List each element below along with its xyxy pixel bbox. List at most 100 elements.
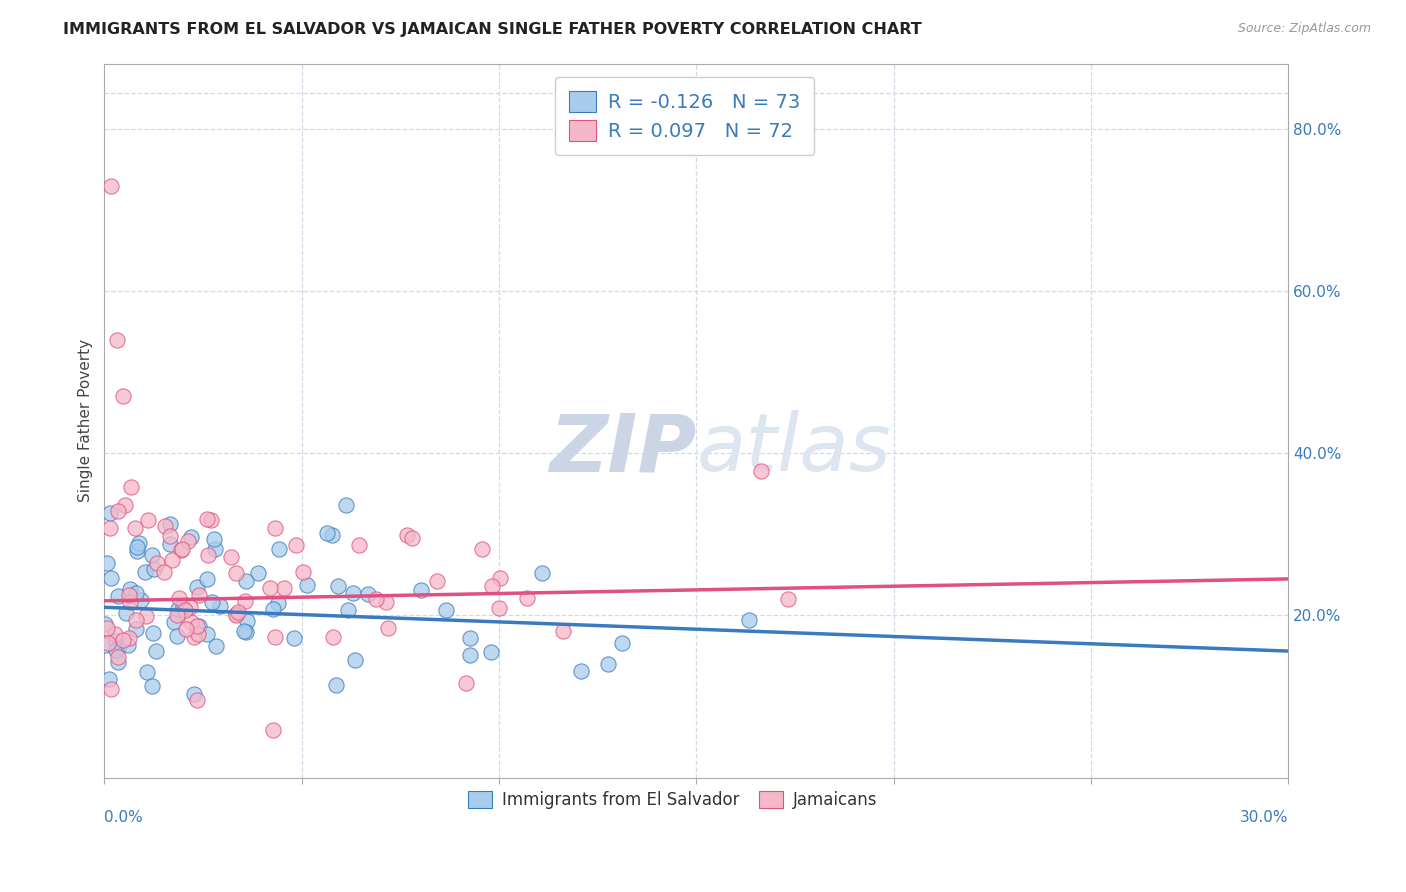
Point (364, 592, 387, 607)
Point (598, 657, 620, 671)
Point (111, 389, 134, 403)
Point (159, 537, 181, 551)
Point (285, 538, 308, 552)
Point (401, 532, 423, 546)
Point (135, 665, 157, 679)
Point (328, 579, 350, 593)
Point (488, 600, 510, 615)
Point (136, 513, 159, 527)
Point (128, 536, 150, 550)
Point (322, 630, 344, 644)
Point (114, 498, 136, 512)
Point (107, 641, 129, 656)
Point (127, 544, 149, 558)
Point (489, 571, 512, 585)
Point (159, 517, 181, 532)
Point (267, 596, 290, 610)
Point (98, 520, 121, 534)
Point (201, 595, 224, 609)
Point (180, 530, 202, 544)
Point (195, 626, 218, 640)
Point (141, 679, 163, 693)
Point (107, 590, 129, 604)
Point (738, 613, 761, 627)
Point (225, 566, 247, 581)
Point (134, 565, 156, 579)
Point (160, 553, 183, 567)
Point (458, 648, 481, 663)
Point (225, 607, 247, 622)
Point (471, 542, 494, 557)
Point (153, 519, 176, 533)
Point (96, 556, 118, 570)
Point (127, 540, 149, 554)
Point (142, 626, 165, 640)
Point (104, 643, 127, 657)
Point (225, 607, 247, 622)
Point (228, 605, 250, 619)
Point (107, 655, 129, 669)
Point (377, 621, 399, 635)
Point (233, 624, 256, 639)
Point (118, 582, 141, 596)
Point (115, 606, 138, 620)
Point (316, 525, 339, 540)
Point (112, 632, 135, 647)
Point (125, 586, 148, 600)
Point (426, 574, 449, 589)
Point (219, 550, 242, 565)
Point (200, 512, 222, 526)
Point (273, 581, 295, 595)
Point (163, 615, 186, 630)
Point (235, 574, 257, 588)
Point (612, 636, 634, 650)
Point (186, 693, 208, 707)
Point (183, 630, 205, 644)
Point (174, 622, 197, 636)
Point (349, 538, 371, 552)
Point (325, 678, 347, 692)
Y-axis label: Single Father Poverty: Single Father Poverty (79, 339, 93, 502)
Point (107, 504, 129, 518)
Point (100, 681, 122, 696)
Point (100, 571, 122, 585)
Point (208, 599, 231, 613)
Point (292, 565, 315, 579)
Point (170, 542, 193, 557)
Point (94, 616, 117, 631)
Point (153, 565, 176, 579)
Point (233, 593, 256, 607)
Point (342, 585, 364, 599)
Point (186, 580, 208, 594)
Text: ZIP: ZIP (548, 410, 696, 488)
Point (124, 521, 146, 535)
Point (179, 599, 201, 614)
Point (169, 591, 191, 605)
Point (97, 673, 120, 687)
Point (186, 618, 208, 632)
Point (104, 633, 127, 648)
Point (118, 588, 141, 602)
Point (174, 603, 197, 617)
Point (204, 532, 226, 546)
Point (335, 498, 357, 512)
Legend: Immigrants from El Salvador, Jamaicans: Immigrants from El Salvador, Jamaicans (461, 784, 884, 815)
Point (143, 562, 166, 576)
Point (375, 595, 398, 609)
Point (166, 608, 188, 623)
Point (145, 556, 167, 570)
Point (269, 542, 291, 557)
Point (297, 577, 319, 591)
Point (236, 615, 259, 629)
Point (235, 625, 257, 640)
Text: 30.0%: 30.0% (1240, 810, 1288, 825)
Point (259, 581, 281, 595)
Point (120, 595, 142, 609)
Text: atlas: atlas (696, 410, 891, 488)
Point (481, 579, 503, 593)
Point (205, 639, 228, 653)
Point (409, 583, 432, 598)
Point (177, 534, 200, 549)
Point (531, 566, 554, 580)
Point (336, 603, 359, 617)
